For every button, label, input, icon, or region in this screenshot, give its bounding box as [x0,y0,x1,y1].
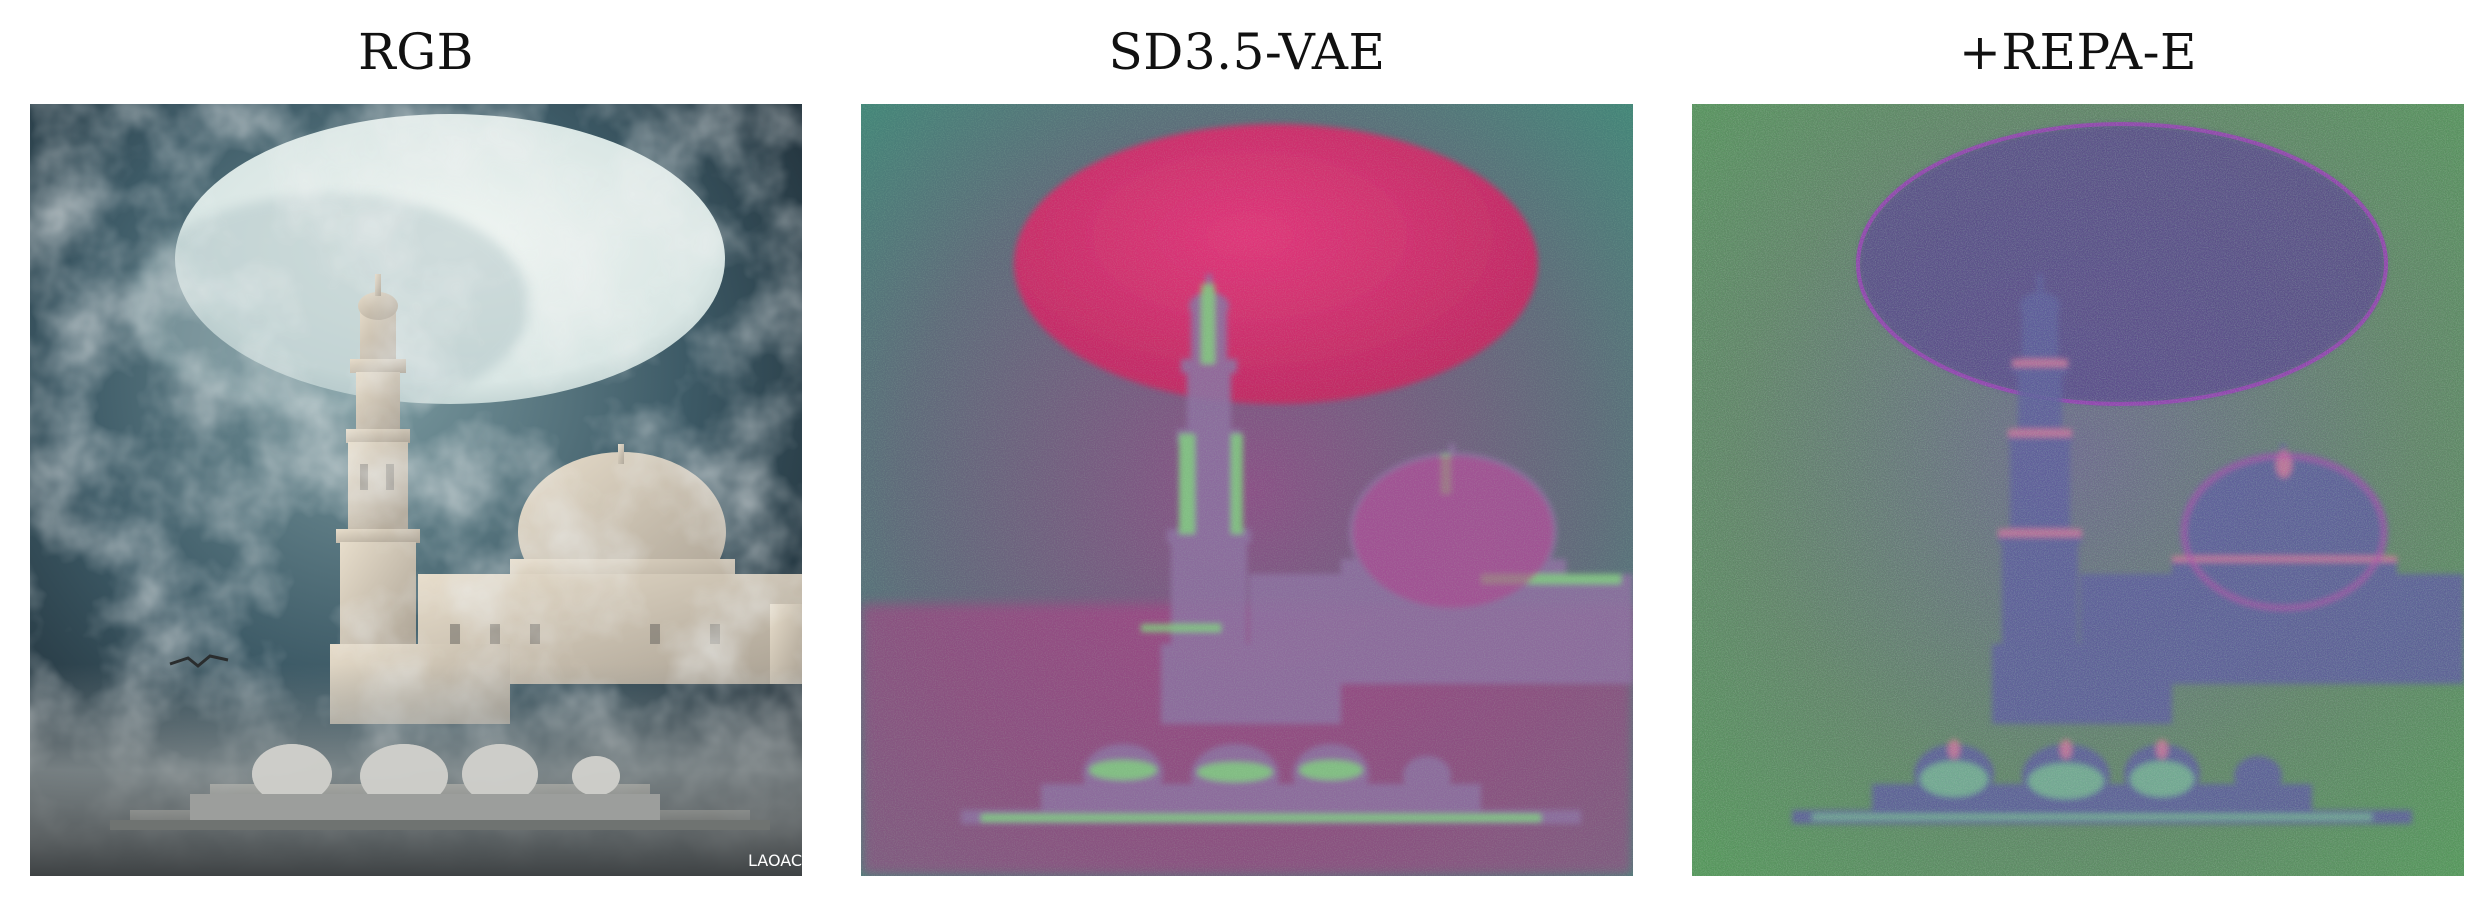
panel-repa-e: +REPA-E [1692,0,2464,906]
rgb-image: LAOAC [30,104,802,876]
watermark: LAOAC [748,851,802,870]
sd35-vae-latent-image [861,104,1633,876]
panel-title: SD3.5-VAE [1108,23,1386,81]
panel-title: +REPA-E [1958,23,2198,81]
panel-rgb: RGB [30,0,802,906]
repa-e-latent-image [1692,104,2464,876]
panel-title: RGB [358,23,474,81]
panel-sd35-vae: SD3.5-VAE [861,0,1633,906]
